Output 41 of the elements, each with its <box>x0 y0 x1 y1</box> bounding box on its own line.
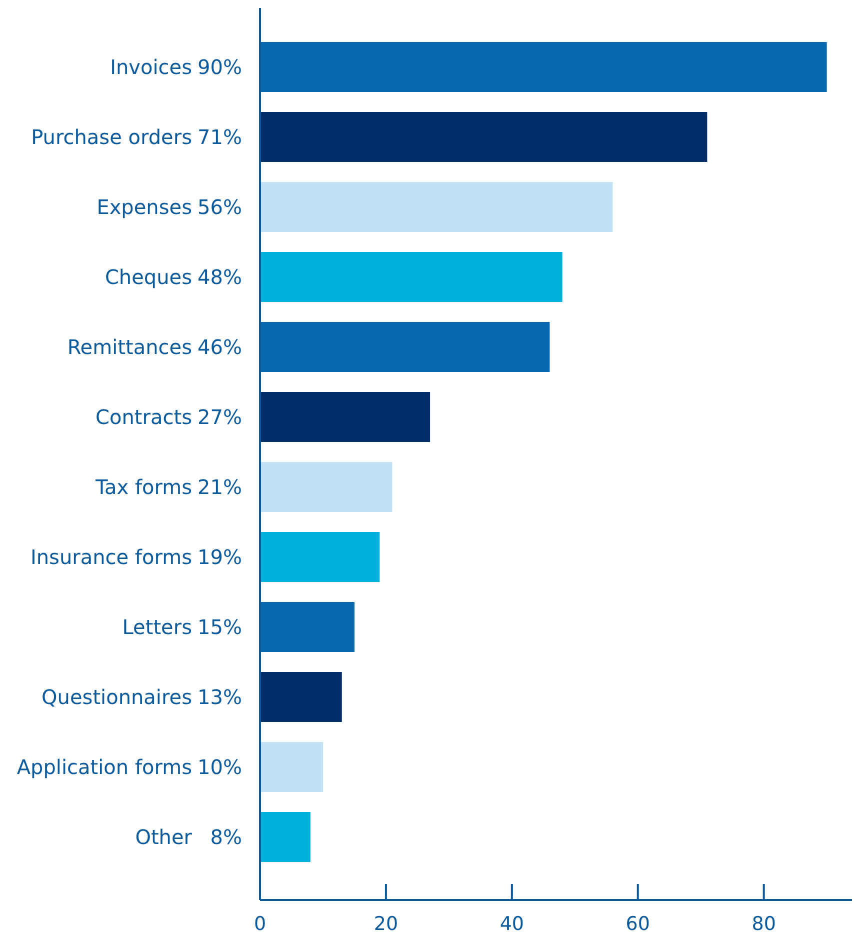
bar <box>260 532 380 582</box>
y-tick-label: Insurance forms <box>30 545 192 569</box>
bar <box>260 462 392 512</box>
y-tick-label: Remittances <box>67 335 192 359</box>
y-tick-label: Expenses <box>96 195 192 219</box>
data-label: 56% <box>198 195 242 219</box>
bar <box>260 812 310 862</box>
y-tick-label: Invoices <box>110 55 192 79</box>
data-label: 46% <box>198 335 242 359</box>
data-label: 13% <box>198 685 242 709</box>
y-tick-label: Tax forms <box>94 475 192 499</box>
y-tick-label: Contracts <box>96 405 192 429</box>
bar <box>260 672 342 722</box>
data-label: 15% <box>198 615 242 639</box>
y-tick-label: Other <box>135 825 193 849</box>
y-tick-label: Application forms <box>16 755 192 779</box>
data-label: 21% <box>198 475 242 499</box>
y-tick-label: Purchase orders <box>31 125 192 149</box>
bar <box>260 322 550 372</box>
bar <box>260 182 613 232</box>
y-tick-label: Letters <box>122 615 192 639</box>
x-tick-label: 80 <box>752 913 776 935</box>
x-tick-label: 40 <box>500 913 524 935</box>
bar <box>260 252 562 302</box>
data-label: 27% <box>198 405 242 429</box>
data-label: 48% <box>198 265 242 289</box>
bar <box>260 112 708 162</box>
data-label: 71% <box>198 125 242 149</box>
x-tick-label: 0 <box>254 913 266 935</box>
bar <box>260 42 827 92</box>
bar <box>260 742 323 792</box>
x-tick-label: 20 <box>374 913 398 935</box>
x-tick-label: 60 <box>626 913 650 935</box>
bar <box>260 392 430 442</box>
data-label: 19% <box>198 545 242 569</box>
y-tick-label: Questionnaires <box>42 685 192 709</box>
bar <box>260 602 354 652</box>
data-label: 8% <box>210 825 242 849</box>
y-tick-label: Cheques <box>104 265 192 289</box>
data-label: 90% <box>198 55 242 79</box>
data-label: 10% <box>198 755 242 779</box>
